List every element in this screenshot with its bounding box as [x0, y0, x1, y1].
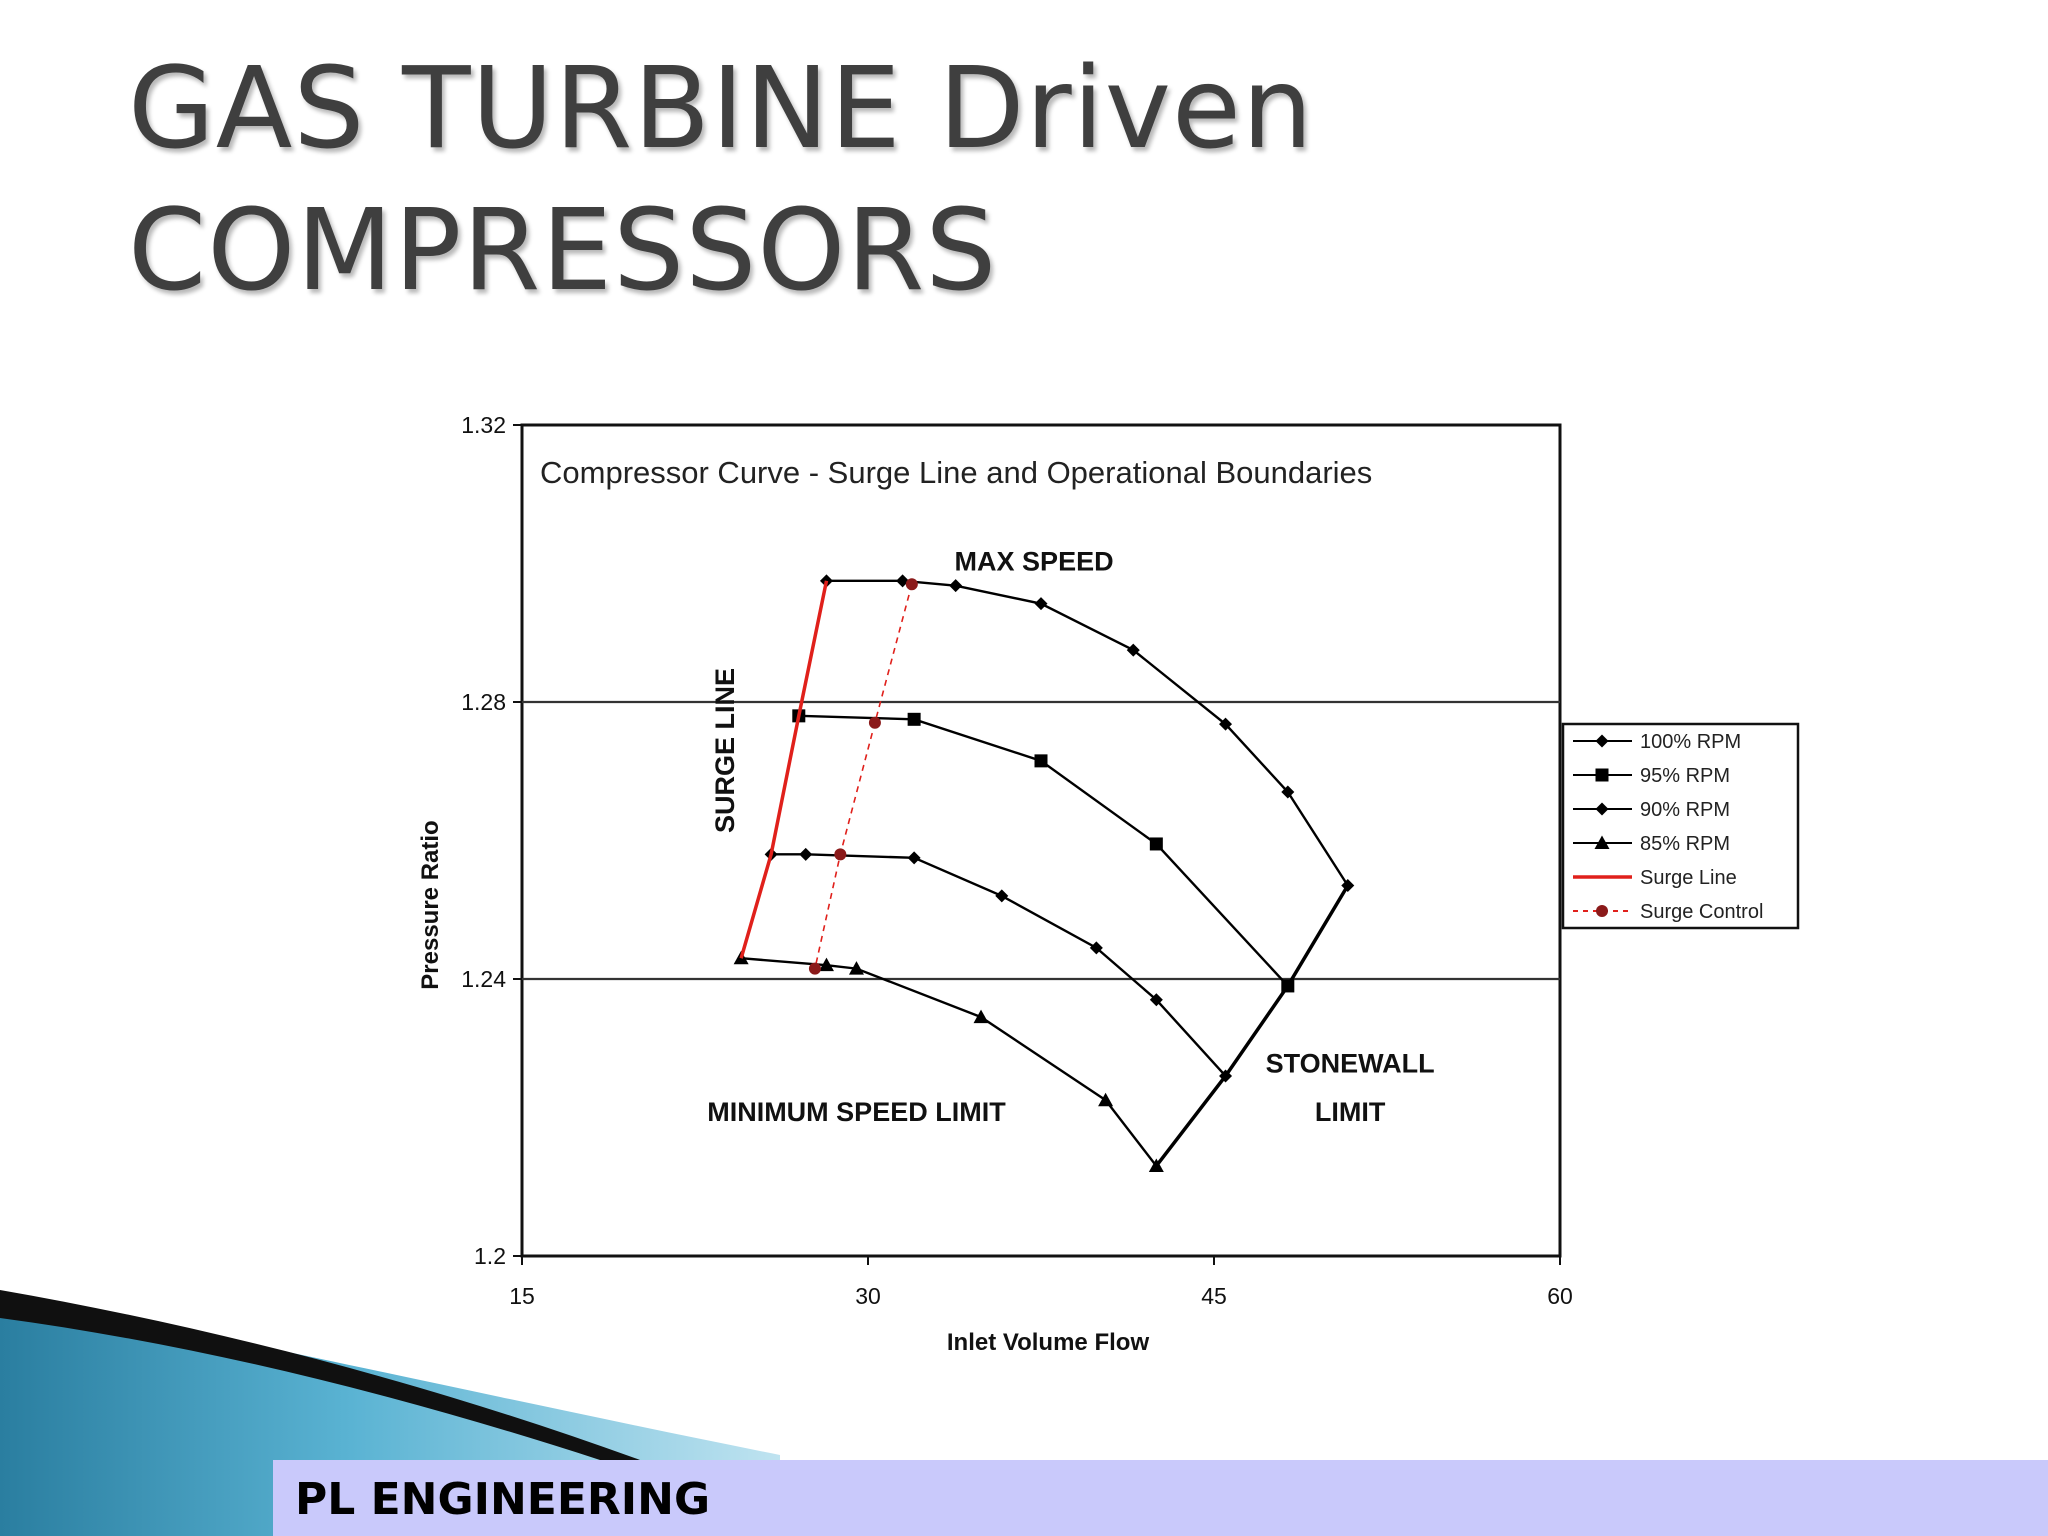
- dark-swoosh-stroke: [0, 1290, 640, 1460]
- legend-item: Surge Line: [1573, 867, 1737, 889]
- data-point: [1219, 717, 1233, 731]
- series-surge-control: [808, 578, 918, 975]
- data-point: [907, 712, 921, 726]
- y-tick-label: 1.32: [461, 412, 506, 438]
- legend-label: Surge Control: [1640, 901, 1763, 923]
- annotation-stonewall: STONEWALL: [1266, 1048, 1435, 1078]
- legend-item: 100% RPM: [1573, 731, 1741, 753]
- data-point: [1089, 941, 1103, 955]
- data-point: [848, 961, 864, 975]
- data-point: [1149, 837, 1163, 851]
- legend-label: Surge Line: [1640, 867, 1737, 889]
- legend-label: 85% RPM: [1640, 833, 1730, 855]
- legend-item: 90% RPM: [1573, 799, 1730, 821]
- data-point: [995, 889, 1009, 903]
- x-tick-label: 60: [1547, 1283, 1573, 1309]
- data-point: [799, 847, 813, 861]
- y-tick-label: 1.2: [474, 1243, 506, 1269]
- legend-label: 90% RPM: [1640, 799, 1730, 821]
- data-point: [1149, 993, 1163, 1007]
- annotation-limit: LIMIT: [1315, 1097, 1386, 1127]
- x-tick-label: 45: [1201, 1283, 1227, 1309]
- data-point: [1596, 905, 1608, 917]
- data-point: [1341, 879, 1355, 893]
- annotation-surge-line: SURGE LINE: [710, 668, 740, 833]
- data-point: [1595, 734, 1609, 748]
- data-point: [1034, 754, 1048, 768]
- slide-title-line2: COMPRESSORS: [128, 186, 998, 316]
- footer-text: PL ENGINEERING: [295, 1474, 711, 1525]
- slide-title-line1: GAS TURBINE Driven: [128, 44, 1314, 174]
- slide-title: GAS TURBINE Driven COMPRESSORS: [128, 38, 1314, 322]
- data-point: [1148, 1158, 1164, 1172]
- chart-title: Compressor Curve - Surge Line and Operat…: [540, 455, 1372, 490]
- legend-item: 95% RPM: [1573, 765, 1730, 787]
- series-line: [814, 584, 913, 969]
- legend-box: [1561, 722, 1800, 930]
- legend-label: 100% RPM: [1640, 731, 1741, 753]
- data-point: [834, 848, 847, 861]
- axis-ticks: 15 30 45 60 1.2 1.24 1.28 1.32: [461, 412, 1573, 1309]
- data-point: [949, 579, 963, 593]
- data-point: [907, 851, 921, 865]
- y-tick-label: 1.24: [461, 966, 506, 992]
- series-lines: [733, 574, 1355, 1172]
- data-point: [973, 1009, 989, 1024]
- series-surge-line: [739, 580, 829, 959]
- chart-legend: 100% RPM 95% RPM 90% RPM 85% RPM Surge Line S…: [1561, 722, 1800, 930]
- data-point: [1219, 1069, 1233, 1083]
- data-point: [818, 957, 834, 972]
- data-point: [1281, 979, 1295, 993]
- x-tick-label: 30: [855, 1283, 881, 1309]
- data-point: [1034, 597, 1048, 611]
- footer-bar: PL ENGINEERING: [273, 1460, 2048, 1536]
- grid-lines: [522, 700, 1560, 981]
- data-point: [1595, 768, 1609, 782]
- legend-item: Surge Control: [1573, 901, 1763, 923]
- data-point: [808, 962, 821, 975]
- annotation-max-speed: MAX SPEED: [955, 546, 1114, 576]
- x-axis-label: Inlet Volume Flow: [947, 1329, 1150, 1356]
- data-point: [1126, 643, 1140, 657]
- y-axis-label: Pressure Ratio: [417, 820, 444, 989]
- y-tick-label: 1.28: [461, 689, 506, 715]
- data-point: [1594, 835, 1610, 849]
- chart-annotations: MAX SPEED SURGE LINE STONEWALL LIMIT MINIMUM…: [707, 546, 1434, 1127]
- legend-label: 95% RPM: [1640, 765, 1730, 787]
- data-point: [1281, 785, 1295, 799]
- data-point: [1098, 1092, 1114, 1107]
- data-point: [1595, 802, 1609, 816]
- annotation-minimum-speed-limit: MINIMUM SPEED LIMIT: [707, 1097, 1006, 1127]
- series-line: [739, 580, 829, 959]
- plot-area: [520, 423, 1562, 1258]
- x-tick-label: 15: [509, 1283, 535, 1309]
- data-point: [905, 578, 918, 591]
- legend-item: 85% RPM: [1573, 833, 1730, 855]
- data-point: [868, 716, 881, 729]
- stonewall-limit-line: [1154, 884, 1350, 1168]
